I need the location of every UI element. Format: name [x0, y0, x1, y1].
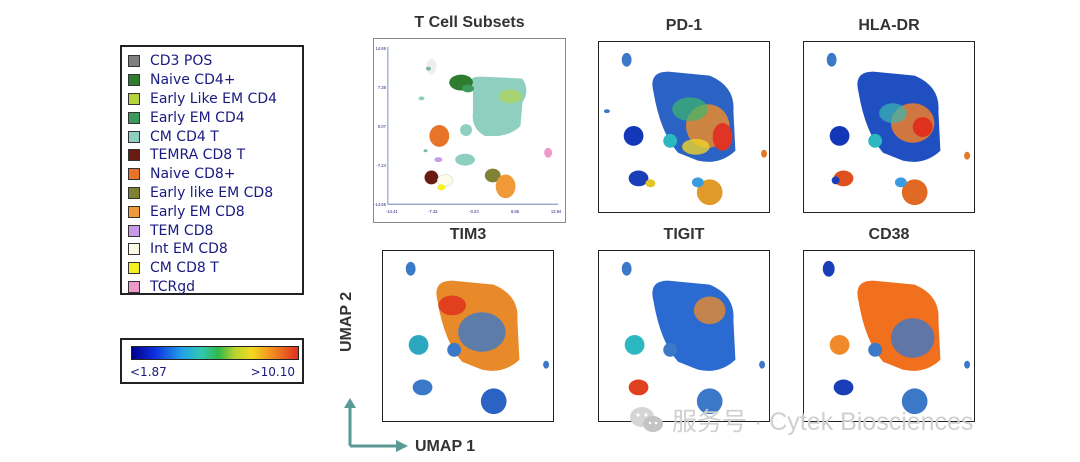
panel-hla-dr: HLA-DR: [803, 17, 975, 213]
legend-label: Naive CD8+: [150, 166, 236, 183]
legend-item: TEMRA CD8 T: [128, 146, 302, 165]
panel-t-cell-subsets: T Cell Subsets 14.69 7.38 0.07 -7.24 -14.55-…: [373, 14, 566, 223]
panel-title: TIM3: [449, 226, 487, 243]
legend-swatch: [128, 111, 140, 124]
umap-axis-arrows: [344, 398, 408, 452]
watermark-text: 服务号 · Cytek Biosciences: [672, 408, 974, 436]
legend-swatch: [128, 224, 140, 237]
scale-min-label: <1.87: [130, 365, 167, 379]
legend-item: CD3 POS: [128, 52, 302, 71]
legend-swatch: [128, 130, 140, 143]
cd38-umap-plot: [822, 260, 971, 415]
tigit-plot-frame: [598, 250, 770, 422]
hla-dr-plot-frame: [803, 41, 975, 213]
legend-label: Int EM CD8: [150, 241, 228, 258]
panel-title: TIGIT: [663, 226, 705, 243]
color-gradient-bar: [131, 346, 299, 360]
legend-item: TEM CD8: [128, 221, 302, 240]
legend-swatch: [128, 92, 140, 105]
legend-label: CD3 POS: [150, 53, 213, 70]
pd1-umap-plot: [603, 52, 768, 206]
legend-items: CD3 POS Naive CD4+ Early Like EM CD4 Early …: [128, 52, 302, 296]
panel-title: CD38: [868, 226, 910, 243]
legend-swatch: [128, 149, 140, 162]
legend-item: Early EM CD8: [128, 202, 302, 221]
tim3-umap-plot: [405, 261, 550, 415]
tigit-umap-plot: [621, 261, 766, 415]
legend-swatch: [128, 243, 140, 256]
legend-label: Naive CD4+: [150, 72, 236, 89]
legend-item: TCRgd: [128, 278, 302, 297]
legend-label: TEMRA CD8 T: [150, 147, 246, 164]
subset-legend: CD3 POS Naive CD4+ Early Like EM CD4 Early …: [120, 45, 304, 295]
legend-swatch: [128, 262, 140, 275]
x-tick-label: 13.94: [551, 209, 562, 214]
panel-tigit: TIGIT: [598, 226, 770, 422]
legend-item: Early EM CD4: [128, 108, 302, 127]
legend-label: CM CD4 T: [150, 128, 219, 145]
subsets-plot-frame: 14.69 7.38 0.07 -7.24 -14.55 -14.41 -7.32 -0.23…: [373, 38, 566, 223]
legend-swatch: [128, 55, 140, 68]
legend-item: Naive CD4+: [128, 71, 302, 90]
legend-label: CM CD8 T: [150, 260, 219, 277]
umap1-axis-label: UMAP 1: [415, 438, 476, 455]
x-tick-label: 6.85: [511, 209, 520, 214]
pd1-plot-frame: [598, 41, 770, 213]
y-tick-label: -7.24: [376, 163, 386, 168]
x-tick-label: -0.23: [469, 209, 479, 214]
x-tick-label: -7.32: [428, 209, 438, 214]
x-tick-label: -14.41: [386, 209, 398, 214]
y-tick-label: -14.55: [374, 202, 386, 207]
y-tick-label: 7.38: [378, 85, 387, 90]
scale-max-label: >10.10: [250, 365, 295, 379]
wechat-icon: [630, 407, 663, 432]
umap2-axis-label: UMAP 2: [338, 291, 355, 352]
legend-label: Early EM CD8: [150, 203, 245, 220]
y-tick-label: 14.69: [376, 46, 387, 51]
legend-item: CM CD4 T: [128, 127, 302, 146]
legend-swatch: [128, 168, 140, 181]
legend-item: Early like EM CD8: [128, 184, 302, 203]
panel-tim3: TIM3: [382, 226, 554, 422]
cd38-plot-frame: [803, 250, 975, 422]
panel-title: T Cell Subsets: [414, 14, 525, 31]
expression-color-scale: <1.87 >10.10: [120, 338, 304, 384]
legend-item: Int EM CD8: [128, 240, 302, 259]
subsets-umap-plot: 14.69 7.38 0.07 -7.24 -14.55-14.41 -7.32 -0.23…: [374, 46, 562, 214]
legend-swatch: [128, 280, 140, 293]
panel-cd38: CD38: [803, 226, 975, 422]
legend-item: Early Like EM CD4: [128, 90, 302, 109]
watermark: 服务号 · Cytek Biosciences: [628, 402, 973, 438]
panel-title: HLA-DR: [858, 17, 920, 34]
panel-title: PD-1: [665, 17, 703, 34]
panel-pd1: PD-1: [598, 17, 770, 213]
legend-label: Early Like EM CD4: [150, 90, 278, 107]
legend-label: Early EM CD4: [150, 109, 245, 126]
legend-swatch: [128, 186, 140, 199]
legend-label: Early like EM CD8: [150, 184, 274, 201]
legend-swatch: [128, 205, 140, 218]
legend-label: TEM CD8: [150, 222, 214, 239]
legend-item: CM CD8 T: [128, 259, 302, 278]
legend-swatch: [128, 74, 140, 87]
legend-item: Naive CD8+: [128, 165, 302, 184]
legend-label: TCRgd: [150, 278, 196, 295]
y-tick-label: 0.07: [378, 124, 387, 129]
hla-dr-umap-plot: [826, 52, 971, 206]
tim3-plot-frame: [382, 250, 554, 422]
